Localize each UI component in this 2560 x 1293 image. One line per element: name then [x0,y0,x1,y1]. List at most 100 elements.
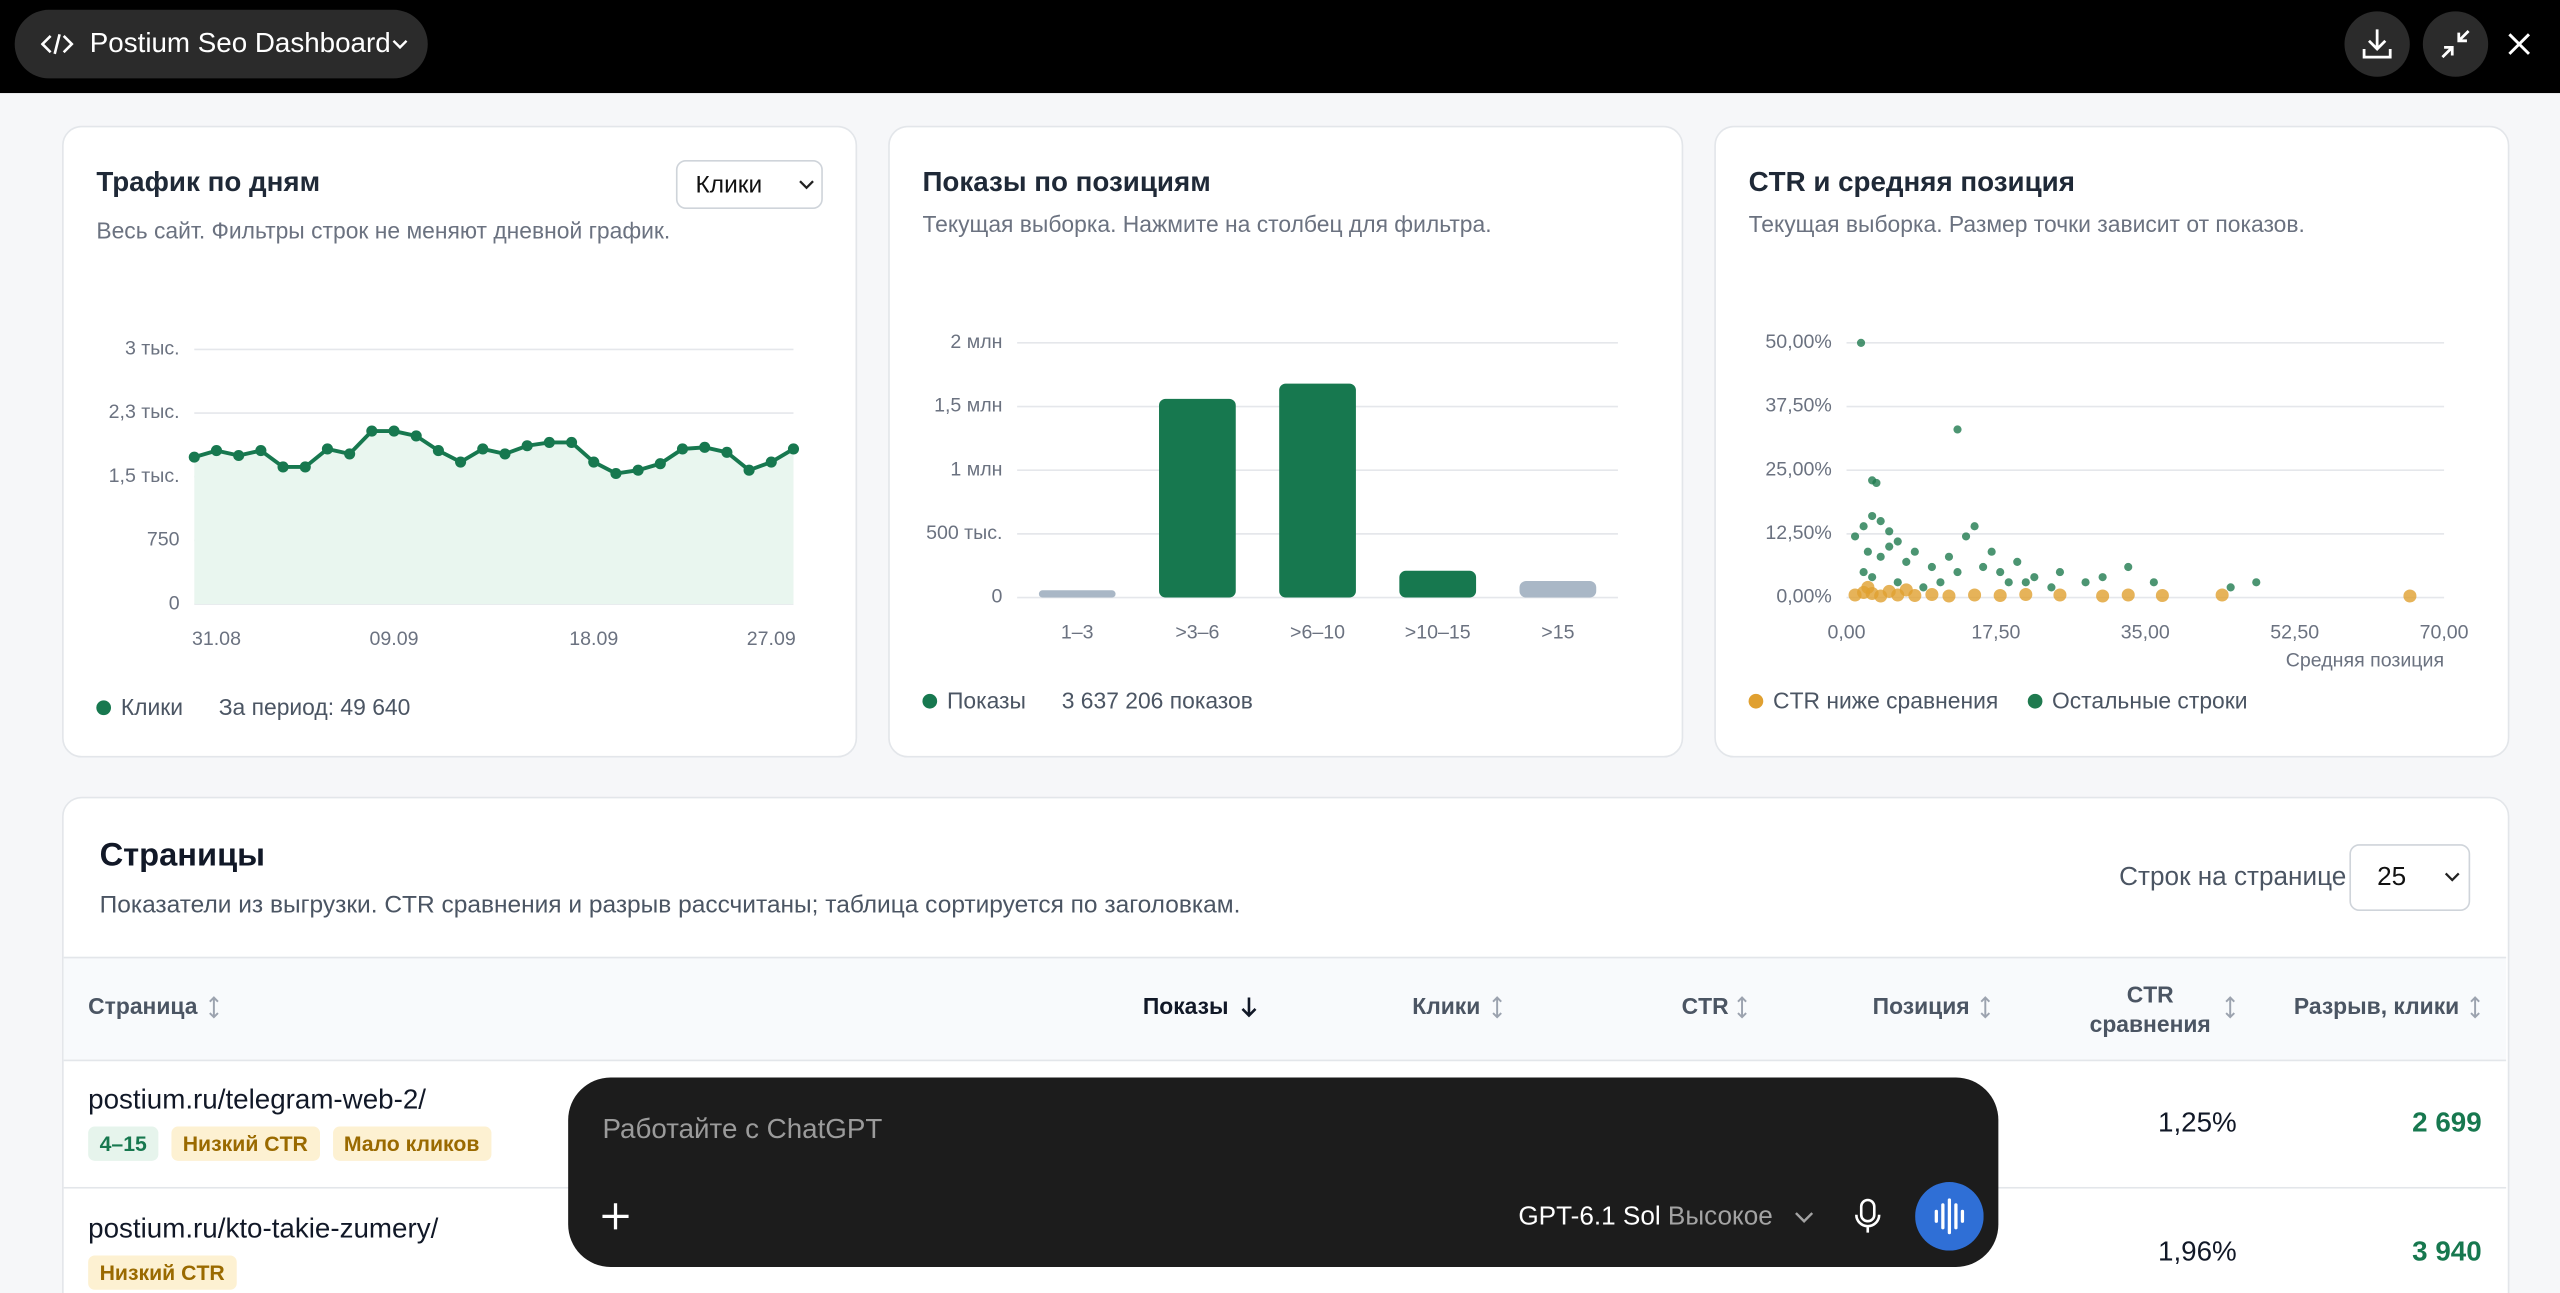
composer-placeholder[interactable]: Работайте с ChatGPT [602,1113,883,1145]
point [654,458,666,470]
rows-per-page-select[interactable]: 25 [2349,844,2471,912]
area [194,431,794,605]
point [787,443,800,455]
point [632,464,644,476]
point [2096,589,2110,603]
close-button[interactable] [2487,11,2552,76]
point [1893,537,1902,546]
sort-icons [209,996,2480,1019]
point [1893,578,1902,587]
page-link[interactable]: postium.ru/kto-takie-zumery/ [88,1213,439,1245]
column-header[interactable]: Страница [88,992,198,1019]
point [1910,547,1919,556]
point [1861,580,1875,594]
point [1936,578,1945,587]
point [299,461,311,473]
y-tick-label: 750 [147,529,180,551]
card-traffic [62,125,858,758]
metric-select[interactable]: Клики [675,160,823,209]
legend-label: Остальные строки [2051,687,2248,714]
effort: Высокое [1667,1203,1773,1232]
point [2252,578,2261,587]
point [344,448,356,460]
point [1859,522,1868,531]
point [410,430,422,442]
x-tick-label: 52,50 [2270,622,2319,644]
voice-button[interactable] [1915,1182,1984,1251]
point [1868,573,1877,582]
y-tick-label: 12,50% [1765,522,1831,544]
x-tick-label: >6–10 [1290,622,1345,644]
x-tick-label: 27.09 [747,628,796,650]
project-switcher[interactable]: Postium Seo Dashboard [14,9,428,79]
legend-swatch [96,700,112,716]
y-tick-label: 500 тыс. [926,522,1002,544]
point [255,445,267,457]
y-tick-label: 50,00% [1765,331,1831,353]
point [499,448,511,460]
point [1927,562,1936,572]
column-header[interactable]: Позиция [1872,992,1970,1019]
point [2013,557,2022,566]
legend-swatch [2027,693,2043,709]
column-header[interactable]: Разрыв, клики [2293,992,2460,1019]
point [321,443,333,455]
table-header [63,956,2507,1062]
column-header[interactable]: Клики [1412,992,1481,1019]
ctr-compare: 1,96% [2158,1235,2237,1267]
point [2019,587,2033,602]
download-button[interactable] [2344,11,2410,77]
point [588,456,600,468]
tag: Низкий CTR [88,1255,237,1290]
point [2215,588,2229,602]
code-icon [40,33,74,55]
point [1872,478,1881,488]
y-tick-label: 1 млн [950,458,1002,480]
y-tick-label: 0,00% [1776,586,1832,608]
point [1850,532,1860,541]
tag: 4–15 [88,1126,159,1161]
mic-button[interactable] [1851,1197,1884,1236]
y-tick-label: 1,5 тыс. [109,465,180,487]
point [2226,583,2235,592]
x-tick-label: 35,00 [2121,622,2170,644]
table-title: Страницы [99,837,266,874]
page-link[interactable]: postium.ru/telegram-web-2/ [88,1084,426,1116]
add-button[interactable] [599,1200,632,1233]
legend: Клики За период: 49 640 [96,694,410,720]
select-value: Клики [695,171,763,200]
legend: CTR ниже сравнения Остальные строки [1748,687,2248,714]
legend-label: Показы [946,687,1026,714]
model-picker[interactable]: GPT-6.1 Sol Высокое [1518,1203,1772,1232]
x-tick-label: 31.08 [192,628,241,650]
bar [1038,590,1116,598]
bar [1279,383,1356,598]
point [1876,552,1885,561]
column-header[interactable]: CTR сравнения [2089,981,2211,1037]
point [233,449,245,462]
collapse-button[interactable] [2422,11,2489,77]
point [2055,567,2065,577]
point [543,436,555,448]
click-gap: 2 699 [2412,1106,2482,1138]
point [2030,573,2039,582]
column-header[interactable]: CTR [1681,992,1729,1019]
point [188,451,200,463]
x-tick-label: 09.09 [370,628,419,650]
column-header[interactable]: Показы [1142,992,1229,1019]
point [1868,511,1877,521]
point [2155,588,2169,603]
card-subtitle: Текущая выборка. Размер точки зависит от… [1748,210,2305,237]
x-tick-label: 17,50 [1971,622,2020,644]
line [193,429,795,476]
point [676,443,689,455]
point [1987,547,1996,556]
point [2021,578,2030,587]
chat-composer: Работайте с ChatGPT GPT-6.1 Sol Высокое [568,1077,1999,1267]
point [2403,589,2417,603]
point [1996,567,2005,577]
point [1856,338,1866,347]
point [1944,552,1954,561]
x-tick-label: 70,00 [2420,622,2469,644]
